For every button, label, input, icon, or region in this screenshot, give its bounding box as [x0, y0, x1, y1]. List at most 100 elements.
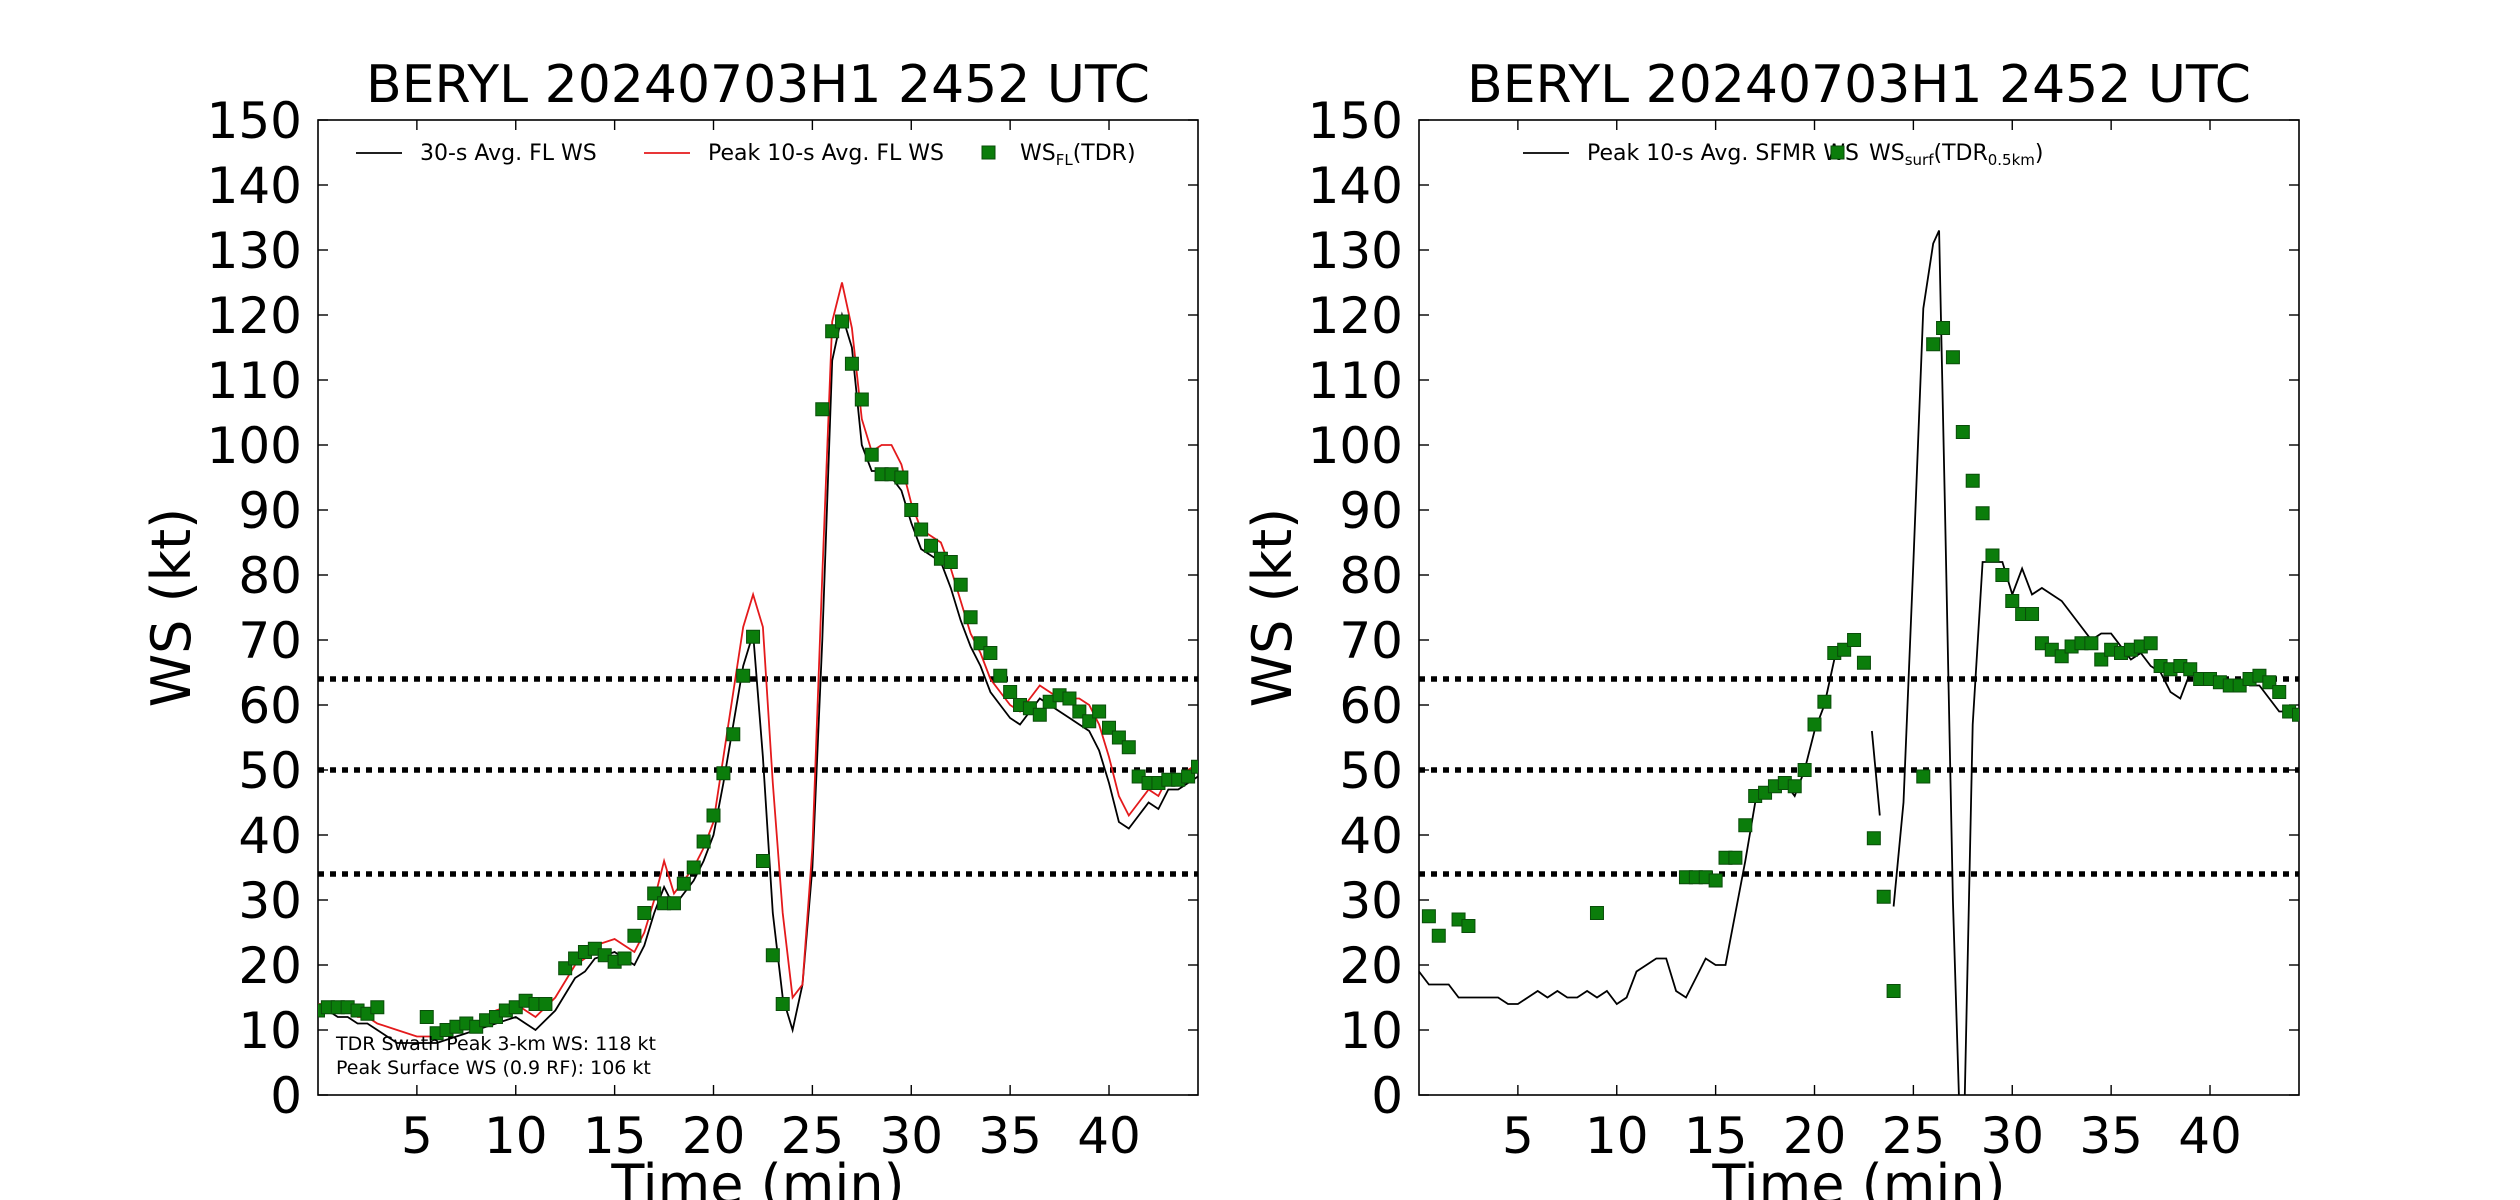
data-marker [1955, 425, 1970, 439]
data-marker [1797, 763, 1812, 777]
data-marker [894, 470, 909, 485]
x-tick-label: 25 [781, 1107, 845, 1165]
y-tick-label: 30 [238, 872, 302, 930]
y-tick-label: 120 [1308, 287, 1403, 345]
data-marker [419, 1010, 434, 1024]
data-marker [775, 997, 790, 1011]
legend-label-main: WS [1869, 141, 1905, 166]
data-marker [963, 610, 978, 625]
data-marker [1876, 889, 1891, 904]
data-marker [627, 928, 642, 943]
data-marker [2084, 636, 2099, 651]
data-marker [1847, 633, 1862, 647]
data-marker [1916, 769, 1931, 784]
legend: 30-s Avg. FL WS Peak 10-s Avg. FL WS WSFL(… [356, 141, 1136, 169]
data-marker [696, 834, 711, 849]
data-marker [1936, 321, 1951, 335]
y-tick-label: 150 [1308, 92, 1403, 150]
data-marker [1461, 919, 1476, 933]
x-tick-label: 30 [879, 1107, 943, 1165]
x-tick-label: 5 [401, 1107, 433, 1165]
y-tick-label: 150 [207, 92, 302, 150]
data-marker [1807, 717, 1822, 732]
x-axis-label: Time (min) [610, 1153, 904, 1200]
data-marker [1926, 337, 1941, 352]
data-marker [2292, 707, 2299, 722]
y-tick-label: 60 [1339, 677, 1403, 735]
x-tick-label: 35 [978, 1107, 1042, 1165]
annotation-line: TDR Swath Peak 3-km WS: 118 kt [335, 1033, 656, 1055]
data-marker [538, 997, 553, 1011]
x-tick-label: 20 [682, 1107, 746, 1165]
y-tick-label: 20 [238, 937, 302, 995]
data-marker [2272, 685, 2287, 699]
y-tick-label: 40 [1339, 807, 1403, 865]
data-marker [1191, 759, 1198, 774]
y-tick-label: 110 [207, 352, 302, 410]
y-axis-label: WS (kt) [1241, 508, 1304, 707]
legend-label-subscript-2: 0.5km [1988, 151, 2035, 169]
x-tick-label: 5 [1502, 1107, 1534, 1165]
y-tick-label: 140 [1308, 157, 1403, 215]
y-tick-label: 130 [207, 222, 302, 280]
x-tick-label: 15 [1684, 1107, 1748, 1165]
x-tick-label: 15 [583, 1107, 647, 1165]
data-marker [755, 854, 770, 868]
data-marker [1032, 707, 1047, 722]
y-tick-label: 10 [1339, 1002, 1403, 1060]
legend-label-main: Peak 10-s Avg. FL WS [708, 141, 944, 166]
data-marker [864, 447, 879, 462]
data-marker [1817, 694, 1832, 709]
data-marker [1945, 350, 1960, 365]
y-tick-label: 80 [238, 547, 302, 605]
data-marker [1431, 928, 1446, 943]
series-line-0 [1892, 230, 1960, 1095]
data-marker [1995, 568, 2010, 582]
y-tick-label: 30 [1339, 872, 1403, 930]
annotation-line: Peak Surface WS (0.9 RF): 106 kt [336, 1057, 651, 1079]
chart-panel-right: BERYL 20240703H1 2452 UTC 0 10 20 30 40 50 60 70… [1241, 55, 2300, 1200]
y-tick-label: 0 [1371, 1067, 1403, 1125]
data-marker [1728, 850, 1743, 865]
data-marker [637, 906, 652, 920]
x-tick-label: 40 [2178, 1107, 2242, 1165]
y-tick-label: 0 [270, 1067, 302, 1125]
legend-label-main: Peak 10-s Avg. SFMR WS [1587, 141, 1859, 166]
data-marker [993, 668, 1008, 683]
series-line-0 [1871, 730, 1881, 816]
data-marker [765, 948, 780, 963]
y-tick-label: 90 [1339, 482, 1403, 540]
y-tick-label: 70 [238, 612, 302, 670]
y-tick-label: 50 [238, 742, 302, 800]
y-tick-label: 80 [1339, 547, 1403, 605]
data-marker [1965, 473, 1980, 488]
data-marker [1003, 685, 1018, 699]
data-marker [953, 577, 968, 592]
y-tick-label: 50 [1339, 742, 1403, 800]
legend-label: Peak 10-s Avg. SFMR WS [1587, 141, 1859, 166]
data-marker [844, 356, 859, 371]
data-marker [2143, 636, 2158, 651]
legend: Peak 10-s Avg. SFMR WS WSsurf(TDR0.5km) [1523, 141, 2044, 169]
y-tick-label: 120 [207, 287, 302, 345]
plot-area [317, 119, 1199, 1096]
data-marker [1866, 831, 1881, 846]
x-tick-label: 20 [1783, 1107, 1847, 1165]
data-marker [2005, 594, 2020, 608]
y-tick-label: 40 [238, 807, 302, 865]
data-marker [914, 522, 929, 537]
data-marker [1975, 506, 1990, 521]
data-marker [1121, 740, 1136, 755]
data-marker [1421, 909, 1436, 924]
plot-data [318, 282, 1198, 1044]
y-tick-label: 60 [238, 677, 302, 735]
data-marker [1092, 704, 1107, 719]
data-marker [1985, 548, 2000, 563]
data-marker [1886, 984, 1901, 998]
data-marker [706, 808, 721, 823]
data-marker [924, 538, 939, 553]
data-marker [854, 392, 869, 407]
legend-label-suffix: ) [2035, 141, 2044, 166]
y-tick-label: 140 [207, 157, 302, 215]
data-marker [815, 402, 830, 417]
